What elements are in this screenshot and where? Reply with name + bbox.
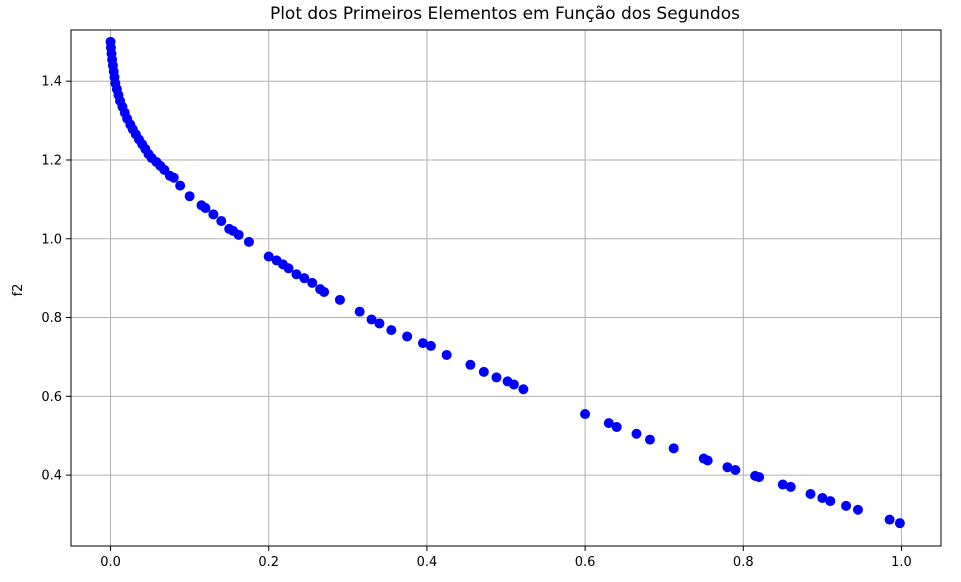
data-point — [841, 500, 852, 511]
y-axis-ticks: 0.4 0.6 0.8 1.0 1.2 1.4 — [41, 75, 71, 484]
data-point — [283, 263, 294, 274]
data-point — [386, 325, 397, 336]
data-point — [777, 479, 788, 490]
data-point — [884, 514, 895, 525]
y-tick-label: 0.4 — [41, 469, 62, 484]
data-point — [354, 306, 365, 317]
x-tick-label: 0.4 — [417, 555, 438, 570]
y-axis-label: f2 — [11, 284, 26, 297]
data-point — [817, 492, 828, 503]
data-point — [291, 269, 302, 280]
data-point — [402, 331, 413, 342]
data-point — [299, 273, 310, 284]
data-point — [631, 428, 642, 439]
data-point — [644, 434, 655, 445]
data-point — [518, 384, 529, 395]
data-point — [805, 489, 816, 500]
data-point — [580, 409, 591, 420]
chart-title: Plot dos Primeiros Elementos em Função d… — [270, 4, 740, 24]
data-point — [233, 229, 244, 240]
y-tick-label: 0.8 — [41, 311, 62, 326]
data-point — [243, 236, 254, 247]
x-tick-label: 0.0 — [100, 555, 121, 570]
data-point — [168, 172, 179, 183]
data-point — [417, 338, 428, 349]
data-point — [200, 203, 211, 214]
data-point — [825, 496, 836, 507]
x-axis-ticks: 0.0 0.2 0.4 0.6 0.8 1.0 — [100, 546, 912, 570]
x-tick-label: 0.6 — [575, 555, 596, 570]
data-point — [184, 191, 195, 202]
data-point — [319, 286, 330, 297]
data-point — [668, 443, 679, 454]
data-point — [491, 372, 502, 383]
data-point — [754, 472, 765, 483]
data-point — [334, 294, 345, 305]
data-point — [785, 481, 796, 492]
data-point — [425, 340, 436, 351]
data-point — [216, 216, 227, 227]
x-tick-label: 0.2 — [258, 555, 279, 570]
y-tick-label: 0.6 — [41, 390, 62, 405]
data-point — [702, 455, 713, 466]
data-point — [175, 180, 186, 191]
data-point — [730, 464, 741, 475]
data-point — [852, 504, 863, 515]
data-point — [611, 422, 622, 433]
grid — [71, 30, 941, 546]
y-tick-label: 1.2 — [41, 153, 62, 168]
data-point — [208, 209, 219, 220]
data-point — [374, 318, 385, 329]
y-tick-label: 1.4 — [41, 75, 62, 90]
data-point — [263, 251, 274, 262]
data-point — [894, 518, 905, 529]
data-point — [722, 462, 733, 473]
data-point — [366, 314, 377, 325]
data-point — [441, 349, 452, 360]
data-point — [603, 418, 614, 429]
x-tick-label: 1.0 — [891, 555, 912, 570]
y-tick-label: 1.0 — [41, 232, 62, 247]
data-points — [105, 36, 905, 529]
plot-frame — [70, 29, 942, 547]
data-point — [508, 379, 519, 390]
data-point — [465, 359, 476, 370]
x-tick-label: 0.8 — [733, 555, 754, 570]
data-point — [478, 366, 489, 377]
data-point — [307, 277, 318, 288]
